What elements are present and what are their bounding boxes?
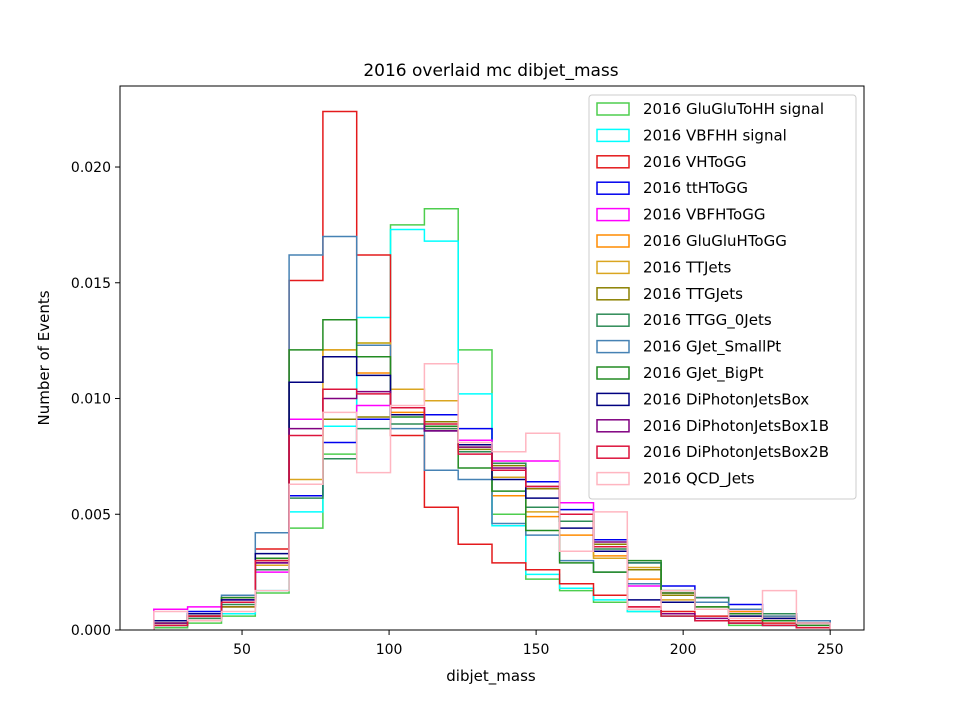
legend-label: 2016 QCD_Jets xyxy=(643,470,755,489)
legend-swatch xyxy=(596,128,630,143)
series-line-9 xyxy=(153,235,831,630)
y-axis-label: Number of Events xyxy=(35,290,53,425)
y-tick-label: 0.000 xyxy=(71,623,111,639)
legend-swatch xyxy=(596,313,630,327)
legend-swatch xyxy=(596,392,630,407)
legend-label: 2016 DiPhotonJetsBox2B xyxy=(643,443,829,461)
legend-label: 2016 TTJets xyxy=(643,258,732,276)
legend-box xyxy=(588,94,857,500)
series-line-13 xyxy=(153,388,831,630)
x-tick-label: 200 xyxy=(670,642,697,658)
legend-swatch xyxy=(596,471,630,486)
legend-label: 2016 GJet_SmallPt xyxy=(643,338,781,357)
y-tick-label: 0.020 xyxy=(71,160,111,176)
legend-swatch xyxy=(596,339,630,354)
y-axis: 0.000 0.005 0.010 0.015 0.020 xyxy=(71,160,120,639)
x-tick-label: 250 xyxy=(817,642,844,658)
legend-label: 2016 GluGluHToGG xyxy=(643,232,787,250)
legend-swatch xyxy=(596,260,630,275)
legend-swatch xyxy=(596,287,630,301)
legend-label: 2016 DiPhotonJetsBox1B xyxy=(643,417,829,435)
legend-swatch xyxy=(596,234,630,248)
legend-swatch xyxy=(596,207,630,222)
legend-label: 2016 TTGJets xyxy=(643,285,743,303)
legend-label: 2016 VHToGG xyxy=(643,153,747,171)
legend-swatch xyxy=(596,366,630,380)
x-tick-label: 50 xyxy=(233,642,251,658)
legend-swatch xyxy=(596,445,630,459)
plot-area xyxy=(119,85,865,631)
legend-swatch xyxy=(596,155,630,169)
axes-frame xyxy=(119,85,865,631)
y-tick-label: 0.005 xyxy=(71,507,111,523)
legend: 2016 GluGluToHH signal 2016 VBFHH signal 2… xyxy=(588,94,857,500)
legend-label: 2016 TTGG_0Jets xyxy=(643,311,772,330)
x-tick-label: 150 xyxy=(523,642,550,658)
x-tick-label: 100 xyxy=(376,642,403,658)
chart-title: 2016 overlaid mc dibjet_mass xyxy=(363,61,618,81)
legend-label: 2016 GluGluToHH signal xyxy=(643,100,824,118)
legend-label: 2016 ttHToGG xyxy=(643,179,748,197)
y-tick-label: 0.015 xyxy=(71,276,111,292)
legend-label: 2016 GJet_BigPt xyxy=(643,364,764,383)
legend-label: 2016 DiPhotonJetsBox xyxy=(643,390,809,408)
legend-swatch xyxy=(596,181,630,195)
legend-swatch xyxy=(596,419,630,433)
y-tick-label: 0.010 xyxy=(71,392,111,408)
legend-label: 2016 VBFHToGG xyxy=(643,206,765,224)
x-axis: 50 100 150 200 250 xyxy=(233,630,844,658)
series-line-14 xyxy=(153,363,831,630)
x-axis-label: dibjet_mass xyxy=(446,667,536,686)
legend-label: 2016 VBFHH signal xyxy=(643,126,787,144)
legend-swatch xyxy=(596,102,630,116)
